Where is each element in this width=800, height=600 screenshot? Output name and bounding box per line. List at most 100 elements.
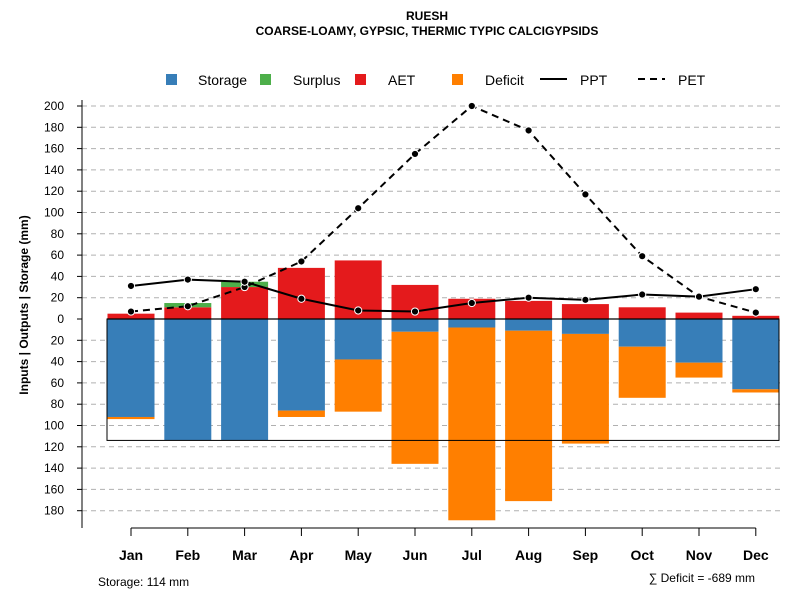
deficit-bar xyxy=(391,331,439,464)
y-axis: 1801601401201008060402002040608010012014… xyxy=(44,99,83,528)
legend-label: Deficit xyxy=(485,72,524,88)
ppt-point xyxy=(524,293,533,302)
legend-swatch xyxy=(166,74,177,85)
ppt-point xyxy=(354,306,363,315)
y-tick-label: 0 xyxy=(57,312,64,326)
x-tick-label: Nov xyxy=(686,547,713,563)
legend-label: PPT xyxy=(580,72,608,88)
aet-bar xyxy=(164,307,212,319)
x-tick-label: Feb xyxy=(175,547,200,563)
ppt-point xyxy=(751,285,760,294)
y-tick-label: 140 xyxy=(44,163,64,177)
y-tick-label: 100 xyxy=(44,419,64,433)
ppt-point xyxy=(467,298,476,308)
aet-bar xyxy=(505,300,553,319)
storage-bar xyxy=(164,319,212,441)
aet-bar xyxy=(561,304,609,319)
x-tick-label: Oct xyxy=(631,547,655,563)
deficit-bar xyxy=(505,330,553,502)
legend-swatch xyxy=(355,74,366,85)
y-tick-label: 160 xyxy=(44,142,64,156)
ppt-point xyxy=(126,281,136,291)
y-tick-label: 180 xyxy=(44,504,64,518)
legend-label: Surplus xyxy=(293,72,340,88)
legend-swatch xyxy=(260,74,271,85)
ppt-line xyxy=(130,278,756,313)
y-axis-label: Inputs | Outputs | Storage (mm) xyxy=(17,215,31,394)
pet-point xyxy=(524,126,533,135)
bars xyxy=(107,260,780,521)
storage-bar xyxy=(277,319,325,411)
ppt-point xyxy=(410,307,420,316)
y-tick-label: 120 xyxy=(44,184,64,198)
ppt-point xyxy=(240,277,249,286)
pet-point xyxy=(638,252,647,261)
legend-label: AET xyxy=(388,72,416,88)
aet-bar xyxy=(732,315,780,319)
deficit-bar xyxy=(448,327,496,521)
ppt-point xyxy=(297,294,306,303)
legend-label: Storage xyxy=(198,72,247,88)
x-tick-label: Dec xyxy=(743,547,769,563)
pet-point xyxy=(581,190,590,199)
storage-bar xyxy=(561,319,609,334)
storage-bar xyxy=(221,319,269,441)
deficit-bar xyxy=(618,346,666,398)
y-tick-label: 140 xyxy=(44,461,64,475)
deficit-bar xyxy=(107,416,155,420)
chart-title: RUESH xyxy=(406,9,448,23)
y-tick-label: 200 xyxy=(44,99,64,113)
pet-point xyxy=(751,308,760,317)
x-tick-label: Jan xyxy=(119,547,143,563)
y-tick-label: 80 xyxy=(51,227,65,241)
ppt-point xyxy=(581,295,590,304)
deficit-bar xyxy=(561,333,609,444)
storage-bar xyxy=(107,319,155,417)
y-tick-label: 80 xyxy=(51,397,65,411)
ppt-point xyxy=(694,292,704,301)
storage-bar xyxy=(505,319,553,331)
x-tick-label: Sep xyxy=(573,547,599,563)
x-axis: Jan Feb Mar Apr May Jun Jul Aug Sep Oct Nov Dec xyxy=(119,527,769,563)
legend-swatch xyxy=(452,74,463,85)
aet-bar xyxy=(675,312,723,319)
deficit-bar xyxy=(675,362,723,378)
pet-point xyxy=(183,302,192,311)
y-tick-label: 20 xyxy=(51,291,65,305)
legend: Storage Surplus AET Deficit PPT PET xyxy=(166,72,706,88)
deficit-footer: ∑ Deficit = -689 mm xyxy=(649,571,755,585)
lines xyxy=(126,101,760,317)
storage-capacity-box xyxy=(106,318,780,441)
y-tick-label: 120 xyxy=(44,440,64,454)
x-tick-label: May xyxy=(345,547,372,563)
storage-bar xyxy=(732,319,780,390)
deficit-bar xyxy=(732,389,780,393)
pet-point xyxy=(467,101,476,111)
storage-bar xyxy=(391,319,439,332)
storage-bar xyxy=(448,319,496,328)
y-tick-label: 20 xyxy=(51,333,65,347)
pet-point xyxy=(354,204,363,213)
aet-bar xyxy=(618,307,666,319)
ppt-point xyxy=(183,275,192,284)
ppt-point xyxy=(638,290,647,299)
x-tick-label: Mar xyxy=(232,547,257,563)
deficit-bar xyxy=(277,410,325,417)
y-tick-label: 160 xyxy=(44,482,64,496)
y-tick-label: 40 xyxy=(51,269,65,283)
pet-point xyxy=(126,307,136,316)
y-tick-label: 180 xyxy=(44,120,64,134)
pet-point xyxy=(297,257,306,266)
x-tick-label: Jun xyxy=(403,547,428,563)
x-tick-label: Jul xyxy=(462,547,482,563)
storage-bar xyxy=(334,319,382,360)
pet-point xyxy=(410,149,420,159)
y-tick-label: 40 xyxy=(51,355,65,369)
storage-footer: Storage: 114 mm xyxy=(98,575,189,589)
y-tick-label: 60 xyxy=(51,248,65,262)
storage-bar xyxy=(618,319,666,347)
storage-bar xyxy=(675,319,723,363)
pet-line xyxy=(130,104,757,314)
legend-label: PET xyxy=(678,72,706,88)
